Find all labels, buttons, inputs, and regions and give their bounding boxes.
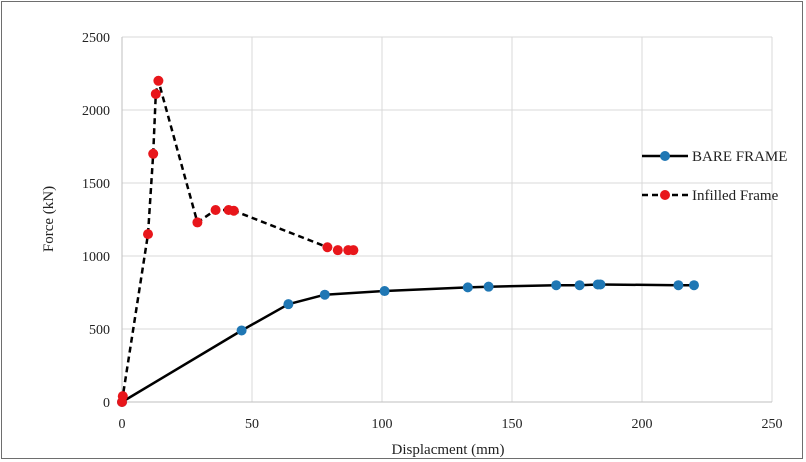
x-tick-label: 0 bbox=[119, 417, 126, 432]
data-point-bare-frame bbox=[551, 280, 562, 291]
y-tick-labels: 0 500 1000 1500 2000 2500 bbox=[82, 31, 110, 411]
y-tick-label: 0 bbox=[103, 396, 110, 411]
data-point-infilled-frame bbox=[150, 88, 161, 99]
legend: BARE FRAME Infilled Frame bbox=[642, 149, 787, 204]
data-point-bare-frame bbox=[689, 280, 699, 291]
x-tick-label: 250 bbox=[762, 417, 783, 432]
x-tick-labels: 0 50 100 150 200 250 bbox=[119, 417, 783, 432]
data-point-bare-frame bbox=[462, 282, 473, 293]
data-point-infilled-frame bbox=[332, 245, 343, 256]
x-tick-label: 200 bbox=[632, 417, 653, 432]
series-points bbox=[117, 75, 699, 407]
series-lines bbox=[120, 79, 694, 404]
data-point-bare-frame bbox=[283, 299, 294, 310]
legend-label-bare-frame: BARE FRAME bbox=[692, 149, 787, 165]
data-point-bare-frame bbox=[319, 289, 330, 300]
data-point-infilled-frame bbox=[322, 242, 333, 253]
y-tick-label: 1500 bbox=[82, 177, 110, 192]
series-line-bare-frame bbox=[121, 283, 694, 404]
legend-marker-bare-frame bbox=[660, 151, 670, 161]
x-tick-label: 50 bbox=[245, 417, 259, 432]
data-point-bare-frame bbox=[673, 280, 684, 291]
data-point-infilled-frame bbox=[228, 205, 239, 216]
data-point-infilled-frame bbox=[192, 217, 203, 228]
data-point-infilled-frame bbox=[348, 245, 359, 256]
axes bbox=[121, 37, 772, 403]
y-tick-label: 1000 bbox=[82, 250, 110, 265]
gridlines bbox=[121, 36, 773, 403]
legend-label-infilled-frame: Infilled Frame bbox=[692, 188, 779, 204]
y-axis-title: Force (kN) bbox=[41, 186, 57, 252]
data-point-infilled-frame bbox=[148, 148, 159, 159]
data-point-bare-frame bbox=[379, 286, 390, 297]
x-tick-label: 100 bbox=[372, 417, 393, 432]
data-point-infilled-frame bbox=[143, 229, 153, 240]
data-point-infilled-frame bbox=[210, 205, 221, 216]
y-tick-label: 500 bbox=[89, 323, 110, 338]
data-point-infilled-frame bbox=[153, 75, 164, 86]
x-tick-label: 150 bbox=[502, 417, 523, 432]
data-point-bare-frame bbox=[574, 280, 585, 291]
data-point-bare-frame bbox=[236, 325, 247, 336]
legend-marker-infilled-frame bbox=[660, 190, 670, 200]
y-tick-label: 2000 bbox=[82, 104, 110, 119]
data-point-bare-frame bbox=[595, 279, 606, 290]
y-tick-label: 2500 bbox=[82, 31, 110, 46]
data-point-bare-frame bbox=[483, 281, 494, 292]
series-line-infilled-frame bbox=[120, 79, 354, 403]
x-axis-title: Displacment (mm) bbox=[392, 442, 505, 458]
data-point-infilled-frame bbox=[117, 391, 128, 402]
